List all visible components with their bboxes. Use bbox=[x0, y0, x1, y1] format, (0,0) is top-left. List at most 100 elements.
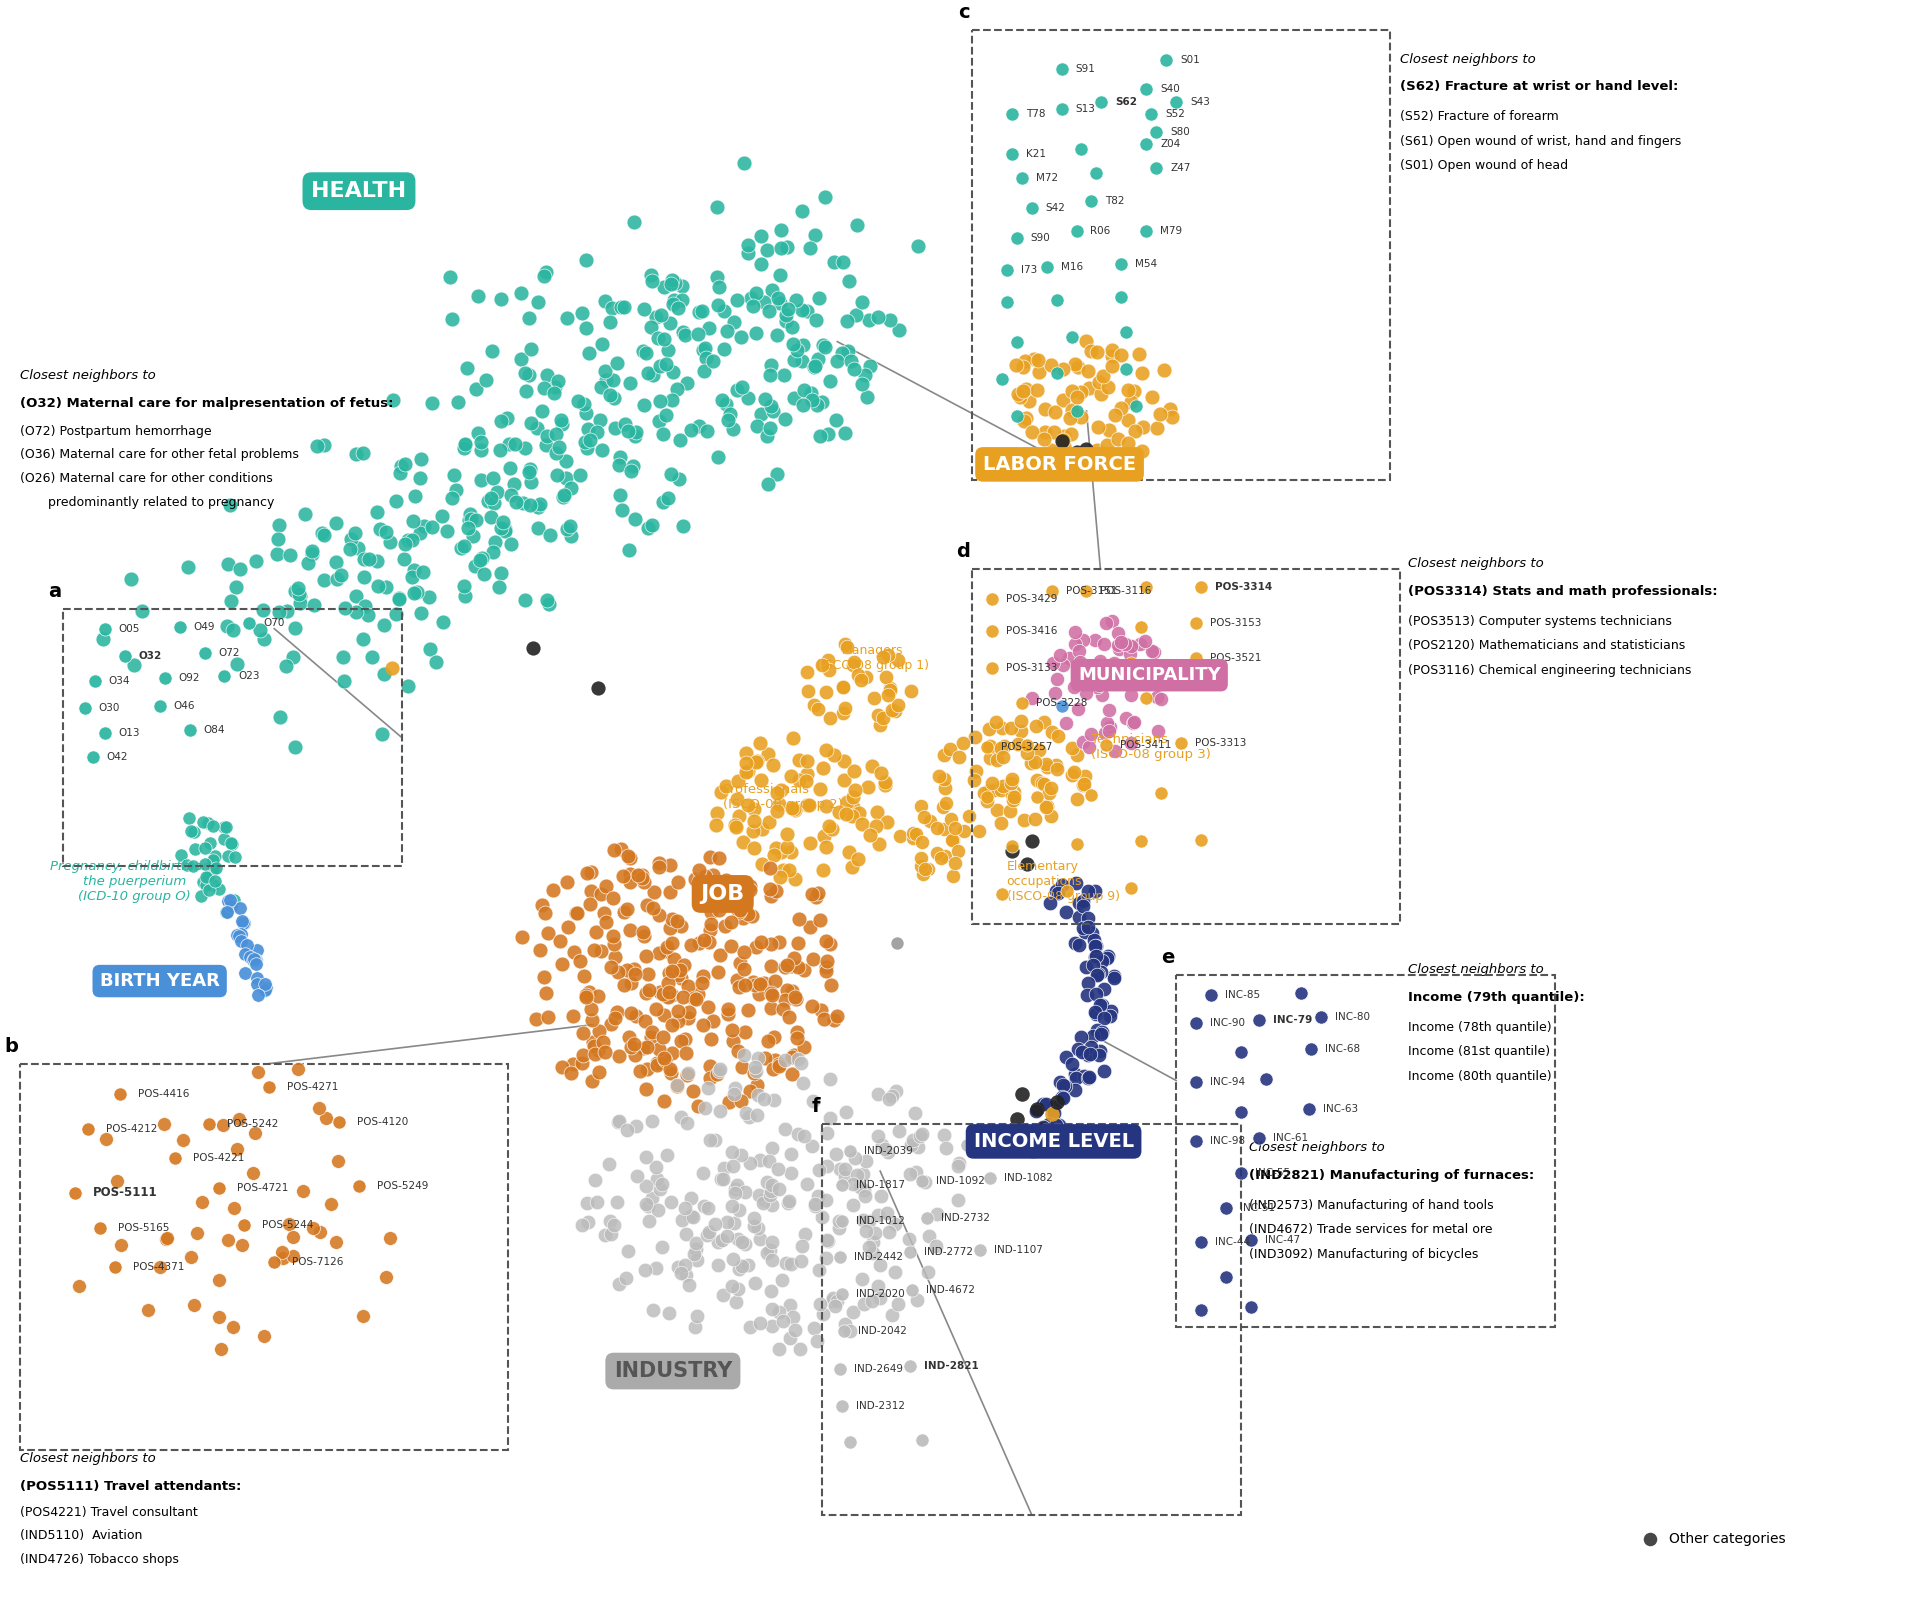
Point bbox=[1068, 628, 1098, 653]
Point bbox=[1064, 890, 1094, 916]
Point bbox=[192, 864, 223, 890]
Text: POS-4221: POS-4221 bbox=[192, 1154, 244, 1163]
Point bbox=[317, 1191, 348, 1216]
Point bbox=[872, 665, 902, 690]
Point bbox=[724, 896, 755, 922]
Point bbox=[1006, 718, 1037, 743]
Point bbox=[215, 492, 246, 518]
Point bbox=[634, 1208, 664, 1234]
Point bbox=[756, 1247, 787, 1273]
Point bbox=[1087, 88, 1117, 114]
Text: IND-2312: IND-2312 bbox=[856, 1401, 904, 1411]
Point bbox=[1002, 1105, 1033, 1131]
Point bbox=[668, 983, 699, 1009]
Point bbox=[515, 492, 545, 518]
Point bbox=[566, 301, 597, 327]
Point bbox=[540, 375, 570, 401]
Point bbox=[278, 1224, 309, 1250]
Point bbox=[745, 1310, 776, 1335]
Point bbox=[778, 331, 808, 357]
Text: Z47: Z47 bbox=[1169, 164, 1190, 174]
Point bbox=[776, 763, 806, 788]
Point bbox=[770, 986, 801, 1012]
Point bbox=[854, 822, 885, 848]
Point bbox=[818, 742, 849, 767]
Point bbox=[680, 1315, 710, 1340]
Point bbox=[495, 483, 526, 508]
Text: BIRTH YEAR: BIRTH YEAR bbox=[100, 972, 219, 990]
Point bbox=[555, 475, 586, 500]
Point bbox=[710, 772, 741, 798]
Point bbox=[812, 647, 843, 673]
Point bbox=[897, 821, 927, 846]
Point bbox=[720, 811, 751, 837]
Point bbox=[559, 1002, 589, 1028]
Point bbox=[860, 1220, 891, 1245]
Point bbox=[703, 1229, 733, 1255]
Point bbox=[228, 909, 259, 935]
Point bbox=[678, 1078, 708, 1104]
Text: POS-4371: POS-4371 bbox=[132, 1261, 184, 1273]
Point bbox=[603, 1044, 634, 1070]
Point bbox=[858, 1229, 889, 1255]
Point bbox=[641, 1052, 672, 1078]
Point bbox=[605, 294, 636, 320]
Point bbox=[718, 1028, 749, 1054]
Point bbox=[770, 1250, 801, 1276]
Point bbox=[770, 302, 801, 328]
Point bbox=[714, 933, 745, 959]
Point bbox=[144, 693, 175, 719]
Point bbox=[977, 586, 1008, 611]
Point bbox=[973, 716, 1004, 742]
Point bbox=[996, 782, 1027, 808]
Point bbox=[532, 587, 563, 613]
Point bbox=[780, 346, 810, 372]
Point bbox=[238, 1160, 269, 1186]
Point bbox=[219, 1195, 250, 1221]
Point bbox=[760, 460, 791, 486]
Point bbox=[1021, 1096, 1052, 1121]
Point bbox=[772, 953, 803, 978]
Point bbox=[818, 1286, 849, 1311]
Point bbox=[1027, 1113, 1058, 1139]
Point bbox=[722, 378, 753, 404]
Point bbox=[586, 407, 616, 433]
Point bbox=[741, 1102, 772, 1128]
Point bbox=[883, 692, 914, 718]
Point bbox=[803, 393, 833, 418]
Point bbox=[747, 1191, 778, 1216]
Point bbox=[200, 854, 230, 880]
Point bbox=[987, 772, 1018, 798]
Point bbox=[653, 486, 684, 512]
Point bbox=[833, 338, 864, 364]
Point bbox=[1137, 385, 1167, 410]
Point bbox=[824, 800, 854, 825]
Point bbox=[851, 1218, 881, 1244]
Text: O42: O42 bbox=[108, 753, 129, 763]
Point bbox=[820, 1294, 851, 1319]
Point bbox=[906, 853, 937, 879]
Point bbox=[215, 830, 246, 856]
Point bbox=[1244, 1007, 1275, 1033]
Point bbox=[275, 542, 305, 568]
Point bbox=[770, 954, 801, 980]
Point bbox=[641, 996, 672, 1022]
Point bbox=[778, 1060, 808, 1086]
Point bbox=[597, 294, 628, 320]
Point bbox=[1064, 637, 1094, 663]
Point bbox=[996, 766, 1027, 792]
Point bbox=[1073, 375, 1104, 401]
Point bbox=[225, 555, 255, 581]
Point bbox=[756, 393, 787, 418]
Point bbox=[900, 1158, 931, 1184]
Point bbox=[1096, 352, 1127, 378]
Point bbox=[639, 879, 670, 904]
Point bbox=[227, 911, 257, 936]
Point bbox=[388, 545, 419, 571]
Bar bbox=[19, 1064, 509, 1450]
Point bbox=[833, 840, 864, 866]
Point bbox=[599, 924, 630, 949]
Point bbox=[1048, 441, 1079, 467]
Point bbox=[1087, 948, 1117, 973]
Point bbox=[413, 584, 444, 610]
